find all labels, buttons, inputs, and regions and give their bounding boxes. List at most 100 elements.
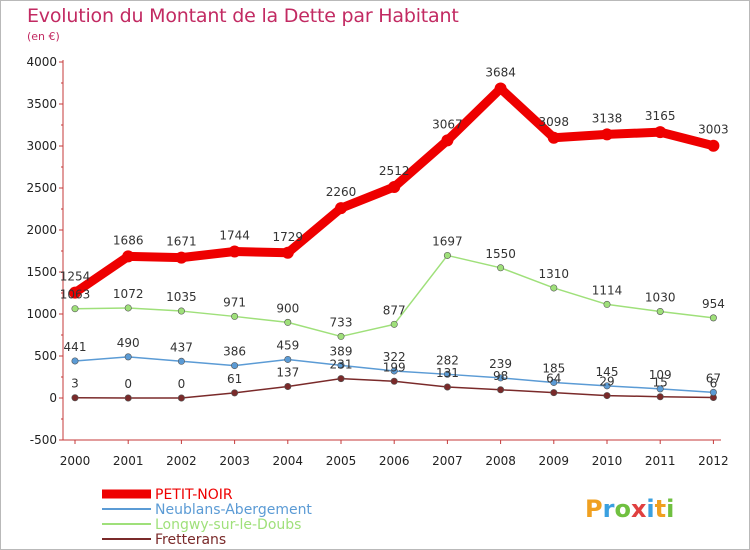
data-point — [71, 305, 79, 313]
data-label: 3684 — [485, 66, 516, 80]
data-label: 3098 — [539, 115, 570, 129]
y-tick-label: 2500 — [26, 181, 57, 195]
data-point — [177, 307, 185, 315]
data-point — [603, 300, 611, 308]
data-label: 1310 — [539, 267, 570, 281]
data-point — [337, 332, 345, 340]
data-point — [550, 389, 558, 397]
data-label: 2512 — [379, 164, 410, 178]
data-point — [547, 131, 560, 144]
data-point — [69, 286, 81, 299]
data-label: 67 — [706, 371, 721, 385]
data-label: 389 — [330, 344, 353, 358]
x-tick-label: 2002 — [166, 454, 197, 468]
data-point — [390, 377, 398, 385]
data-label: 199 — [383, 360, 406, 374]
x-tick-label: 2009 — [539, 454, 570, 468]
data-label: 29 — [599, 375, 614, 389]
data-point — [656, 393, 664, 401]
data-label: 15 — [653, 376, 668, 390]
data-point — [177, 357, 185, 365]
data-label: 490 — [117, 336, 140, 350]
x-tick-label: 2010 — [592, 454, 623, 468]
data-label: 282 — [436, 353, 459, 367]
data-point — [228, 245, 241, 258]
data-point — [177, 394, 185, 402]
data-point — [441, 134, 454, 147]
data-point — [231, 389, 239, 397]
data-point — [443, 383, 451, 391]
data-point — [656, 307, 664, 315]
data-label: 98 — [493, 369, 508, 383]
data-label: 3165 — [645, 109, 676, 123]
data-point — [497, 374, 505, 382]
data-label: 0 — [124, 377, 132, 391]
data-point — [124, 353, 132, 361]
data-label: 231 — [330, 358, 353, 372]
data-point — [337, 375, 345, 383]
data-point — [124, 304, 132, 312]
x-tick-label: 2008 — [485, 454, 516, 468]
data-label: 185 — [542, 361, 565, 375]
y-tick-label: 500 — [34, 349, 57, 363]
data-label: 64 — [546, 372, 561, 386]
data-label: 6 — [710, 376, 718, 390]
data-point — [281, 246, 294, 259]
data-label: 459 — [276, 338, 299, 352]
data-point — [284, 382, 292, 390]
x-tick-label: 2005 — [326, 454, 357, 468]
data-label: 145 — [596, 365, 619, 379]
data-labels-layer: 3 0 0 61 137 231 199 131 98 64 29 15 6 441 490 437 386 45… — [60, 66, 729, 391]
data-label: 137 — [276, 365, 299, 379]
data-label: 1114 — [592, 283, 623, 297]
data-label: 1671 — [166, 235, 197, 249]
data-point — [443, 251, 451, 259]
data-point — [603, 382, 611, 390]
data-label: 109 — [649, 368, 672, 382]
data-label: 3067 — [432, 117, 463, 131]
data-point — [656, 385, 664, 393]
x-tick-label: 2003 — [219, 454, 250, 468]
legend-label: Neublans-Abergement — [155, 502, 312, 518]
data-label: 1550 — [485, 247, 516, 261]
data-label: 239 — [489, 357, 512, 371]
proxiti-logo: Proxiti — [585, 495, 675, 523]
data-label: 441 — [64, 340, 87, 354]
chart-title: Evolution du Montant de la Dette par Hab… — [27, 5, 459, 27]
data-label: 3 — [71, 377, 79, 391]
data-label: 1063 — [60, 288, 91, 302]
x-tick-label: 2012 — [698, 454, 729, 468]
data-point — [550, 284, 558, 292]
data-point — [335, 202, 347, 215]
x-tick-label: 2000 — [60, 454, 91, 468]
x-tick-label: 2007 — [432, 454, 463, 468]
legend-label: Longwy-sur-le-Doubs — [155, 517, 301, 533]
x-tick-label: 2001 — [113, 454, 144, 468]
data-point — [390, 320, 398, 328]
x-tick-label: 2011 — [645, 454, 676, 468]
data-label: 1686 — [113, 233, 144, 247]
data-label: 3003 — [698, 123, 729, 137]
data-point — [284, 355, 292, 363]
data-point — [122, 250, 135, 263]
data-label: 322 — [383, 350, 406, 364]
data-point — [443, 370, 451, 378]
data-label: 971 — [223, 295, 246, 309]
y-tick-label: 4000 — [26, 55, 57, 69]
data-label: 131 — [436, 366, 459, 380]
data-point — [494, 82, 507, 95]
data-point — [709, 314, 717, 322]
data-point — [71, 394, 79, 402]
legend-label: Fretterans — [155, 532, 226, 548]
data-label: 954 — [702, 297, 725, 311]
data-label: 2260 — [326, 185, 357, 199]
axes: -500050010001500200025003000350040002000… — [26, 55, 728, 468]
legend: PETIT-NOIRNeublans-AbergementLongwy-sur-… — [102, 487, 312, 548]
data-point — [497, 386, 505, 394]
data-label: 1030 — [645, 290, 676, 304]
data-point — [707, 139, 720, 152]
data-label: 900 — [276, 301, 299, 315]
data-label: 61 — [227, 372, 242, 386]
data-point — [388, 180, 401, 193]
data-point — [175, 251, 188, 264]
